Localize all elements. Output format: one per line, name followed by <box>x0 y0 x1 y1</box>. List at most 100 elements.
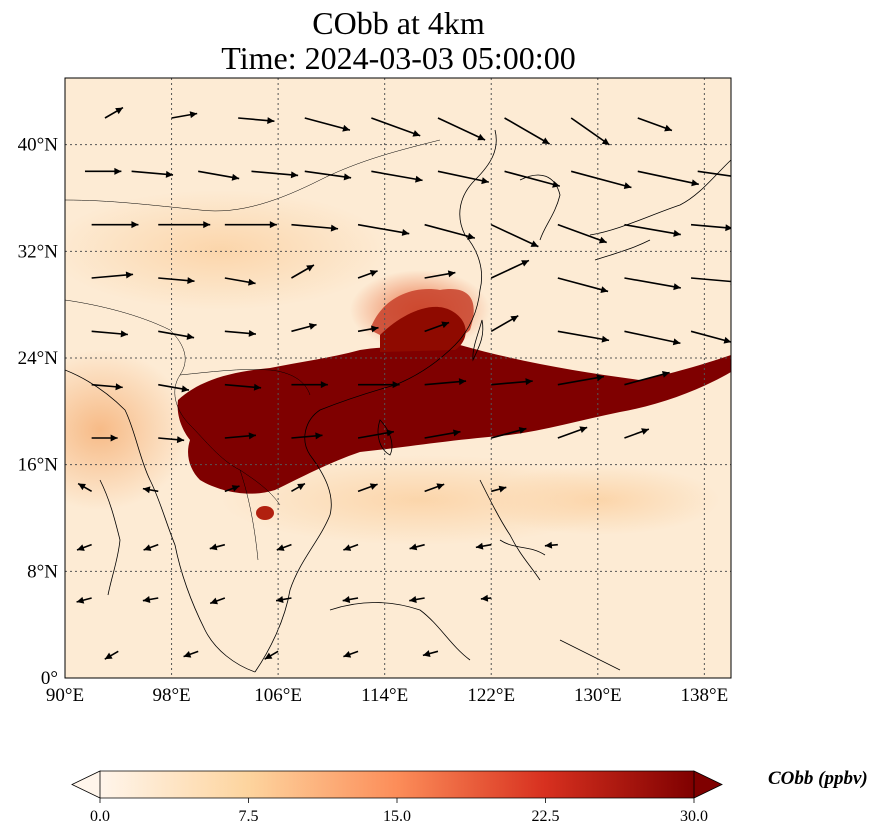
lon-tick-label: 106°E <box>254 685 302 706</box>
wind-arrow <box>437 170 489 185</box>
colorbar-bar <box>100 771 694 798</box>
wind-arrow <box>291 323 317 333</box>
wind-arrow <box>557 223 607 244</box>
colorbar-ticks: 0.0 7.5 15.0 22.5 30.0 <box>90 798 708 825</box>
wind-arrow <box>357 223 410 236</box>
colorbar: 0.0 7.5 15.0 22.5 30.0 <box>71 770 723 825</box>
lat-tick-label: 0° <box>41 668 58 689</box>
lat-tick-label: 8°N <box>27 561 58 582</box>
wind-arrow <box>91 271 134 279</box>
latitude-tick-labels: 0° 8°N 16°N 24°N 32°N 40°N <box>18 135 59 689</box>
wind-arrow <box>690 330 731 344</box>
wind-arrow <box>424 321 450 333</box>
figure-title: CObb at 4km <box>312 5 485 41</box>
wind-arrow <box>224 221 277 229</box>
wind-arrow <box>224 432 256 440</box>
wind-arrow <box>557 426 588 439</box>
wind-arrow <box>491 485 507 493</box>
wind-arrow <box>490 315 519 333</box>
wind-arrow <box>557 330 610 343</box>
wind-vectors <box>76 106 731 660</box>
coastlines <box>65 129 731 673</box>
wind-arrow <box>224 277 256 286</box>
wind-arrow <box>209 597 226 605</box>
wind-arrow <box>357 269 378 279</box>
lon-tick-label: 130°E <box>574 685 622 706</box>
wind-arrow <box>570 117 610 146</box>
coastline-andaman <box>99 479 121 596</box>
wind-arrow <box>291 264 315 279</box>
lat-tick-label: 40°N <box>18 135 59 156</box>
wind-arrow <box>637 117 673 132</box>
coastline-china-east <box>254 129 497 673</box>
wind-arrow <box>91 434 118 442</box>
haze-west <box>65 350 190 510</box>
haze-tibet <box>65 190 390 310</box>
lon-tick-label: 138°E <box>681 685 729 706</box>
wind-arrow <box>343 543 359 551</box>
coastline-korea <box>519 174 561 241</box>
plume-hotspot <box>256 506 274 520</box>
colorbar-tick-label: 30.0 <box>680 808 708 825</box>
wind-arrow <box>557 374 605 386</box>
wind-arrow <box>291 381 328 389</box>
colorbar-extend-min <box>71 770 101 799</box>
colorbar-unit-label: CObb (ppbv) <box>768 768 868 789</box>
colorbar-tick-label: 0.0 <box>90 808 110 825</box>
lon-tick-label: 114°E <box>361 685 408 706</box>
wind-arrow <box>224 485 240 493</box>
wind-arrow <box>251 170 299 179</box>
wind-arrow <box>475 542 492 550</box>
wind-arrow <box>371 170 423 183</box>
coastline-philippines <box>479 479 546 581</box>
coastline-borneo <box>329 602 621 671</box>
wind-arrow <box>142 486 159 494</box>
wind-arrow <box>544 541 558 549</box>
wind-arrow <box>224 383 262 391</box>
wind-arrow <box>357 483 378 493</box>
coastline-taiwan <box>472 319 484 362</box>
wind-arrow <box>291 482 306 493</box>
wind-arrow <box>570 170 632 190</box>
wind-arrow <box>424 483 445 493</box>
lon-tick-label: 90°E <box>46 685 84 706</box>
wind-arrow <box>91 221 139 229</box>
wind-arrow <box>357 325 379 333</box>
wind-arrow <box>424 223 476 240</box>
wind-arrow <box>276 543 292 551</box>
wind-arrow <box>291 432 323 440</box>
lat-tick-label: 24°N <box>18 348 59 369</box>
wind-arrow <box>624 277 681 291</box>
wind-arrow <box>76 596 92 604</box>
wind-arrow <box>76 543 92 551</box>
wind-arrow <box>77 482 93 493</box>
colorbar-tick-label: 15.0 <box>383 808 411 825</box>
coastline-indochina-west <box>65 369 256 673</box>
wind-arrow <box>342 596 359 603</box>
wind-arrow <box>437 117 486 141</box>
wind-arrow <box>291 223 339 232</box>
wind-arrow <box>343 650 359 658</box>
plot-frame <box>64 77 732 679</box>
wind-arrow <box>357 429 395 439</box>
wind-arrow <box>409 543 425 551</box>
plume-taiwan-lobe <box>380 306 466 352</box>
wind-arrow <box>209 543 226 551</box>
wind-arrow <box>624 330 681 346</box>
gridlines <box>65 78 731 678</box>
wind-arrow <box>480 594 492 602</box>
colorbar-extend-max <box>693 770 723 799</box>
wind-arrow <box>637 170 699 187</box>
wind-arrow <box>557 277 609 294</box>
wind-arrow <box>504 170 561 188</box>
wind-arrow <box>171 111 198 119</box>
wind-arrow <box>158 436 185 444</box>
wind-arrow <box>224 329 256 337</box>
wind-arrow <box>697 170 731 177</box>
wind-arrow <box>104 106 124 119</box>
wind-arrow <box>91 330 128 338</box>
wind-arrow <box>624 370 670 386</box>
wind-arrow <box>424 270 456 279</box>
wind-arrow <box>91 383 123 391</box>
